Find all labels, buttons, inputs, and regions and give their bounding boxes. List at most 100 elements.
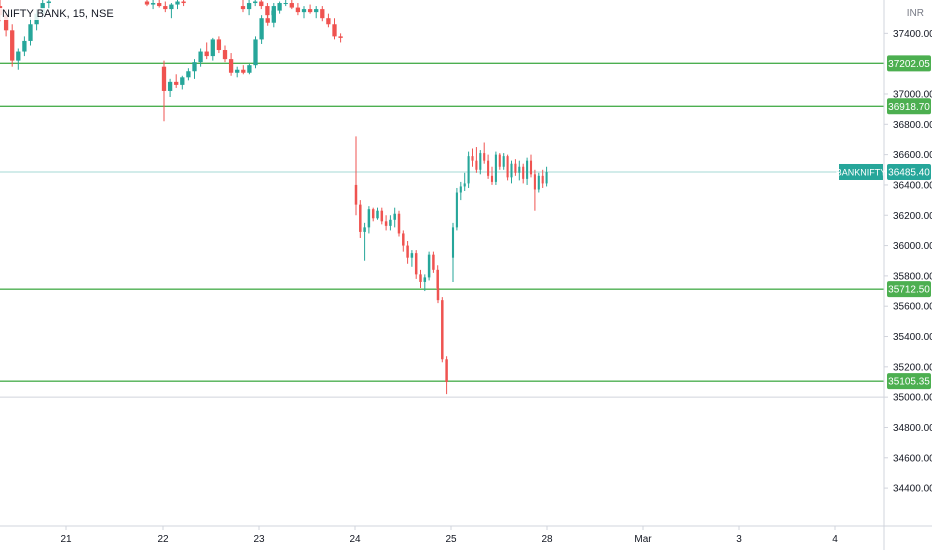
candle[interactable] <box>363 222 366 261</box>
level-price-tag[interactable]: 35712.50 <box>887 281 931 298</box>
candle[interactable] <box>402 230 405 252</box>
candle[interactable] <box>210 37 215 61</box>
candle[interactable] <box>526 157 529 185</box>
candle[interactable] <box>487 154 490 179</box>
candle[interactable] <box>259 0 264 10</box>
candle[interactable] <box>204 42 209 60</box>
candle[interactable] <box>380 207 384 225</box>
candle[interactable] <box>419 269 422 289</box>
candle[interactable] <box>376 207 379 220</box>
x-axis[interactable]: 21 22 23 24 25 28 Mar 3 4 <box>60 526 838 545</box>
candle[interactable] <box>259 15 264 44</box>
level-price-tag[interactable]: 36918.70 <box>887 98 931 115</box>
candle[interactable] <box>161 60 167 122</box>
candle[interactable] <box>514 159 517 176</box>
candle[interactable] <box>471 148 474 167</box>
candle[interactable] <box>22 36 27 57</box>
candle[interactable] <box>150 0 156 10</box>
candle[interactable] <box>332 18 337 40</box>
candle[interactable] <box>451 222 455 282</box>
candle[interactable] <box>518 160 521 181</box>
candle[interactable] <box>483 142 486 164</box>
candle[interactable] <box>367 206 371 234</box>
candle[interactable] <box>406 241 409 264</box>
candle[interactable] <box>314 6 319 19</box>
candle[interactable] <box>175 0 180 10</box>
candle[interactable] <box>320 6 325 22</box>
candle[interactable] <box>295 3 301 16</box>
candle[interactable] <box>359 200 362 238</box>
candle[interactable] <box>414 250 418 279</box>
candle[interactable] <box>467 151 470 188</box>
candle[interactable] <box>498 153 501 170</box>
candle[interactable] <box>46 0 51 10</box>
candle[interactable] <box>181 0 186 7</box>
candle[interactable] <box>307 4 313 14</box>
candle[interactable] <box>384 215 388 231</box>
candle[interactable] <box>427 251 431 281</box>
candle[interactable] <box>186 68 191 81</box>
candle[interactable] <box>459 181 462 201</box>
candle[interactable] <box>529 154 533 178</box>
candle[interactable] <box>393 207 396 228</box>
last-price-tag[interactable]: BANKNIFTY 36485.40 <box>836 163 931 180</box>
candle[interactable] <box>174 74 179 88</box>
candle[interactable] <box>545 166 548 187</box>
candle[interactable] <box>494 151 497 185</box>
candle[interactable] <box>463 172 466 191</box>
candle[interactable] <box>289 0 294 10</box>
candle[interactable] <box>541 169 544 188</box>
candle[interactable] <box>180 75 185 90</box>
candle[interactable] <box>163 1 168 13</box>
candle[interactable] <box>198 48 203 67</box>
candle[interactable] <box>253 36 258 69</box>
candle[interactable] <box>522 163 525 184</box>
candle[interactable] <box>354 136 358 216</box>
candle[interactable] <box>423 274 427 292</box>
candle[interactable] <box>397 210 401 237</box>
candle[interactable] <box>283 0 288 7</box>
candle[interactable] <box>169 3 174 19</box>
candle[interactable] <box>389 215 392 231</box>
y-axis[interactable]: 34400.00 34600.00 34800.00 35000.00 35200.00… <box>884 29 932 495</box>
candle[interactable] <box>241 65 246 75</box>
candle[interactable] <box>475 147 478 173</box>
candle[interactable] <box>455 187 458 231</box>
candle[interactable] <box>235 66 240 78</box>
candle[interactable] <box>326 13 331 28</box>
candle[interactable] <box>510 160 513 184</box>
candle[interactable] <box>533 169 536 211</box>
candle[interactable] <box>338 33 343 43</box>
candle[interactable] <box>192 59 197 79</box>
candle[interactable] <box>537 172 540 193</box>
candle[interactable] <box>506 154 509 181</box>
candle[interactable] <box>265 3 270 19</box>
candle[interactable] <box>436 281 440 304</box>
candle[interactable] <box>247 63 252 75</box>
candle[interactable] <box>253 0 258 7</box>
candle[interactable] <box>371 207 375 222</box>
candle[interactable] <box>271 9 276 22</box>
candle[interactable] <box>157 0 162 8</box>
candle[interactable] <box>216 36 222 54</box>
candle[interactable] <box>301 6 307 19</box>
symbol-label[interactable]: NIFTY BANK, 15, NSE <box>0 8 116 20</box>
candle[interactable] <box>445 356 448 395</box>
level-price-tag[interactable]: 37202.05 <box>887 55 931 72</box>
candle[interactable] <box>228 53 234 76</box>
level-price-tag[interactable]: 35105.35 <box>887 373 931 390</box>
candle[interactable] <box>502 153 505 170</box>
candle[interactable] <box>277 1 282 14</box>
candle[interactable] <box>16 48 21 70</box>
candle[interactable] <box>410 250 414 267</box>
candle[interactable] <box>144 0 150 7</box>
candle[interactable] <box>246 0 252 16</box>
candle[interactable] <box>479 150 482 175</box>
candle[interactable] <box>167 78 173 98</box>
candle[interactable] <box>28 18 33 46</box>
candle[interactable] <box>441 297 444 363</box>
candle[interactable] <box>490 166 494 185</box>
candle[interactable] <box>222 45 228 63</box>
candle[interactable] <box>432 251 435 273</box>
